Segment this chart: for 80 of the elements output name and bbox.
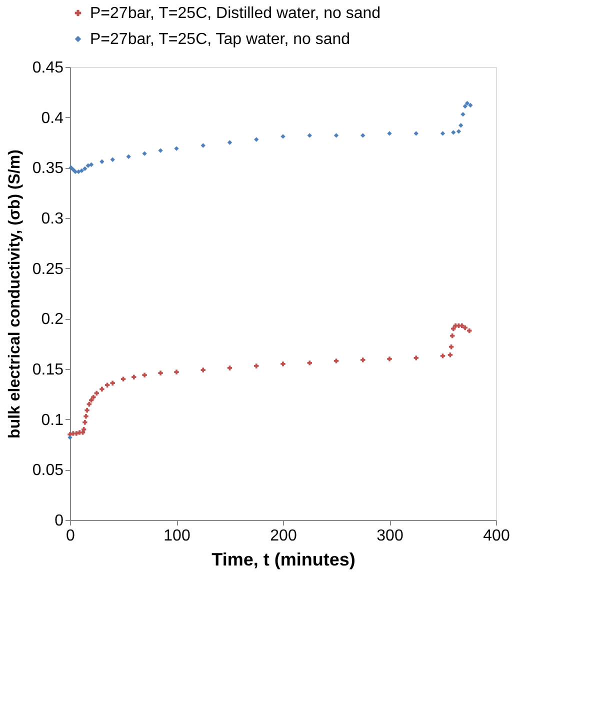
point [110, 157, 115, 162]
x-axis-title: Time, t (minutes) [212, 550, 356, 570]
point [126, 154, 131, 159]
point [142, 372, 147, 378]
x-tick-label: 100 [164, 528, 190, 544]
point [456, 129, 462, 134]
point [142, 151, 147, 156]
point [464, 100, 470, 106]
point [68, 165, 74, 170]
point [79, 168, 84, 174]
point [84, 408, 90, 413]
point [387, 131, 392, 136]
point [334, 133, 339, 138]
point [68, 435, 72, 440]
y-tick-label: 0.45 [32, 60, 64, 76]
y-tick-label: 0.05 [32, 462, 64, 480]
point [440, 354, 446, 358]
point [104, 382, 110, 388]
point [86, 402, 92, 407]
point [254, 364, 259, 368]
point [280, 362, 286, 366]
point [82, 420, 88, 425]
point [158, 148, 163, 153]
point [462, 325, 468, 330]
point [458, 123, 464, 128]
legend-label: P=27bar, T=25C, Tap water, no sand [90, 31, 350, 48]
point [82, 166, 88, 172]
point [414, 131, 418, 136]
point [448, 344, 454, 350]
point [387, 356, 392, 362]
x-tick-label: 0 [66, 528, 76, 544]
point [110, 380, 115, 386]
point [467, 328, 472, 334]
point [91, 394, 96, 400]
point [307, 133, 312, 138]
point [307, 360, 312, 366]
point [86, 163, 90, 168]
legend-label: P=27bar, T=25C, Distilled water, no sand [90, 5, 381, 22]
point [468, 102, 473, 108]
x-tick-label: 200 [270, 528, 297, 544]
x-tick-label: 300 [376, 528, 404, 544]
y-tick-label: 0 [54, 512, 64, 530]
y-axis-title: bulk electrical conductivity, (σb) (S/m) [6, 150, 24, 438]
point [94, 390, 99, 396]
point [450, 333, 455, 338]
point [462, 104, 468, 109]
y-tick-label: 0.35 [32, 160, 64, 178]
point [120, 376, 126, 382]
point [414, 356, 418, 360]
point [82, 427, 86, 432]
point [460, 323, 464, 328]
x-tick-label: 400 [483, 528, 510, 544]
y-tick-label: 0.3 [41, 210, 64, 228]
point [84, 414, 88, 419]
point [360, 133, 366, 138]
point [254, 137, 259, 142]
point [174, 370, 179, 374]
y-tick-label: 0.25 [32, 260, 64, 278]
point [451, 130, 456, 135]
point [451, 326, 456, 332]
point [280, 134, 286, 139]
point [227, 140, 232, 145]
y-tick-label: 0.15 [32, 362, 64, 378]
point [132, 374, 136, 380]
point [460, 112, 466, 117]
point [158, 370, 163, 376]
y-tick-label: 0.2 [41, 311, 64, 328]
point [100, 159, 104, 164]
point [360, 358, 366, 362]
y-tick-label: 0.1 [41, 412, 64, 429]
y-tick-label: 0.4 [41, 110, 64, 127]
point [88, 162, 94, 167]
point [448, 352, 453, 358]
point [174, 146, 179, 151]
point [227, 366, 232, 370]
point [100, 386, 104, 392]
point [334, 358, 339, 364]
point [200, 368, 206, 372]
point [440, 131, 446, 136]
point [200, 143, 206, 148]
